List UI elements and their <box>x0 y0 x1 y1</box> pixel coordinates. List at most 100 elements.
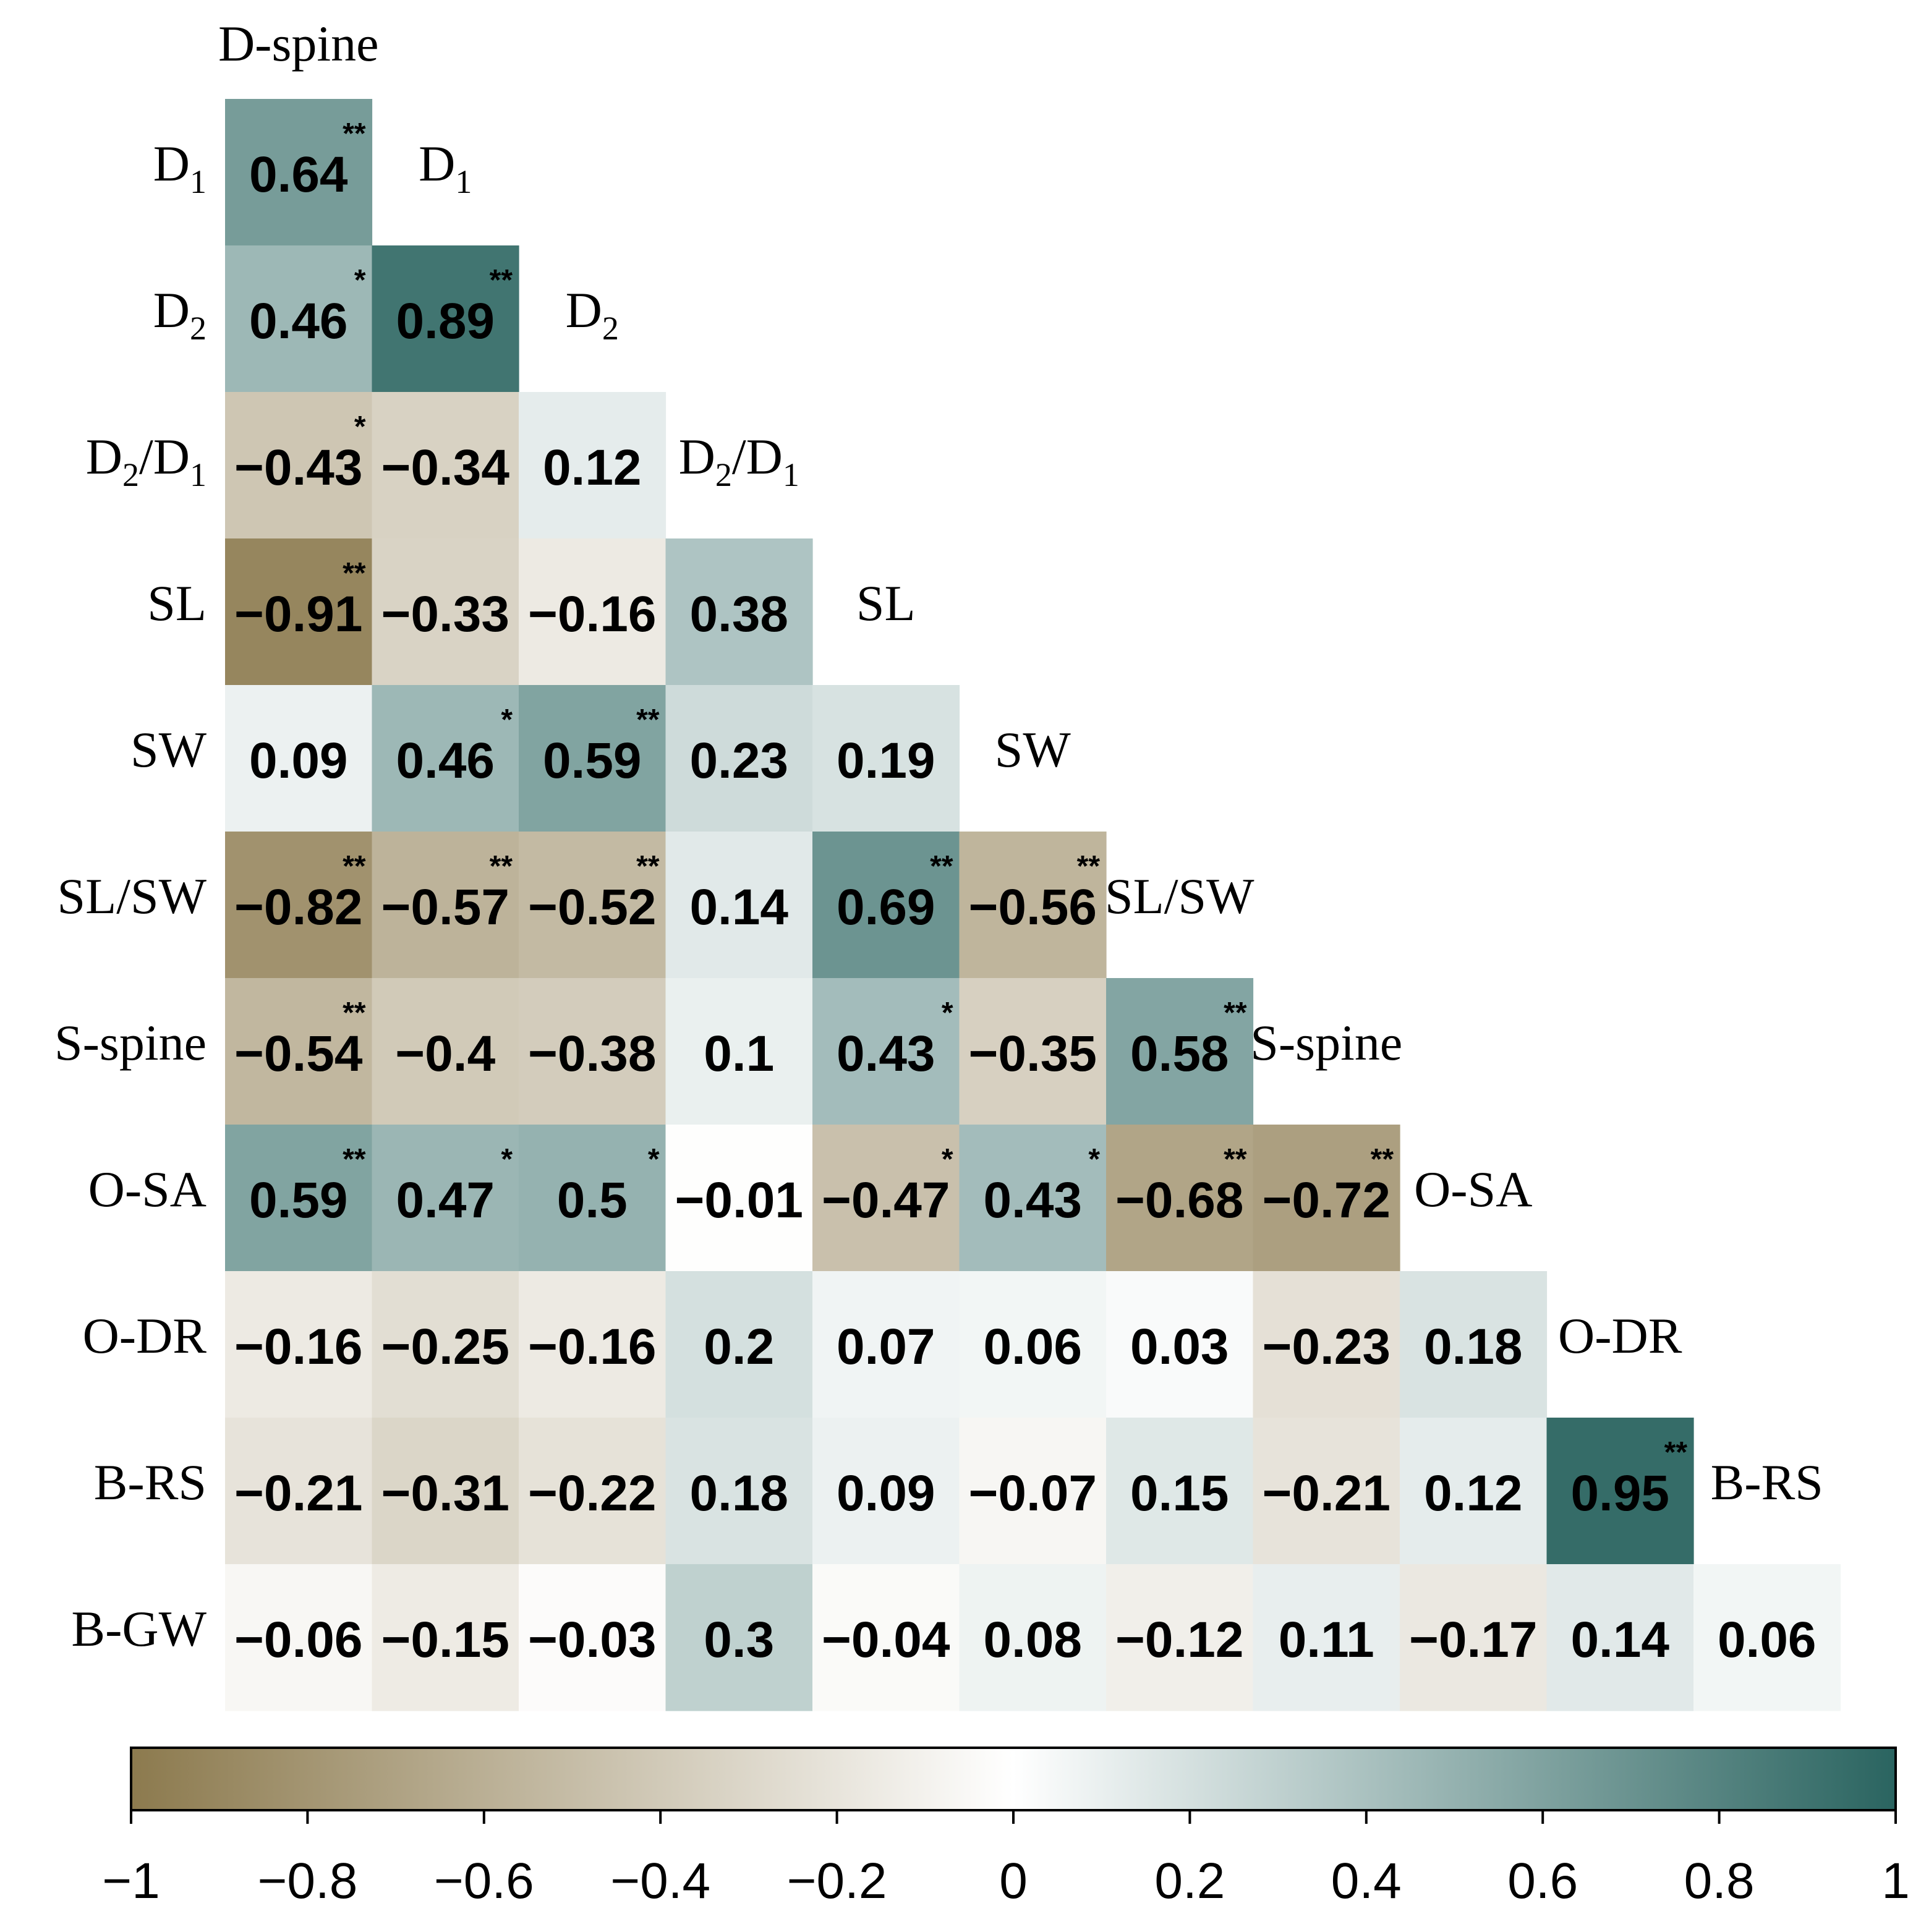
cell-value: 0.64 <box>249 147 348 203</box>
cell-value: −0.21 <box>1263 1465 1391 1521</box>
heatmap-cell <box>812 832 960 979</box>
heatmap-cell <box>665 1564 813 1711</box>
heatmap-cell <box>372 978 519 1125</box>
cell-value: −0.4 <box>395 1026 495 1082</box>
colorbar: −1 −0.8 −0.6 −0.4 −0.2 0 0.2 0.4 0.6 0.8 1 <box>102 1747 1910 1909</box>
cell-value: 0.08 <box>983 1612 1082 1668</box>
heatmap-cell <box>1400 1564 1548 1711</box>
significance-marker: * <box>501 1143 513 1176</box>
significance-marker: ** <box>343 850 366 883</box>
heatmap-cell <box>1106 1271 1254 1418</box>
cell-value: 0.19 <box>837 733 935 789</box>
cell-value: −0.68 <box>1115 1172 1243 1228</box>
heatmap-cell <box>225 1564 373 1711</box>
cell-value: −0.12 <box>1115 1612 1243 1668</box>
heatmap-cell <box>372 832 519 979</box>
heatmap-cells <box>225 99 1841 1711</box>
diagonal-label: SL/SW <box>1105 868 1254 924</box>
cell-value: −0.35 <box>969 1026 1097 1082</box>
heatmap-cell <box>1106 1418 1254 1565</box>
row-label: SW <box>130 721 207 778</box>
diagonal-label: S-spine <box>1250 1015 1402 1071</box>
heatmap-cell <box>1106 1125 1254 1272</box>
heatmap-cell <box>812 1418 960 1565</box>
cell-value: −0.22 <box>528 1465 656 1521</box>
row-label: B-RS <box>94 1454 207 1510</box>
heatmap-cell <box>1106 978 1254 1125</box>
heatmap-cell <box>959 832 1107 979</box>
significance-marker: ** <box>1371 1143 1394 1176</box>
cell-value: −0.23 <box>1263 1319 1391 1375</box>
heatmap-cell <box>225 99 373 246</box>
diagonal-label: SL <box>856 575 916 631</box>
heatmap-cell <box>225 1125 373 1272</box>
cell-value: 0.47 <box>396 1172 495 1228</box>
colorbar-tick-label: 0.4 <box>1331 1853 1402 1909</box>
row-label: SL/SW <box>58 868 207 924</box>
heatmap-cell <box>225 392 373 539</box>
significance-marker: * <box>942 997 953 1029</box>
significance-marker: ** <box>636 850 660 883</box>
cell-value: −0.43 <box>234 440 362 496</box>
heatmap-cell <box>372 392 519 539</box>
cell-value: 0.12 <box>1424 1465 1523 1521</box>
diagonal-label: B-RS <box>1711 1454 1823 1510</box>
cell-value: 0.03 <box>1130 1319 1229 1375</box>
heatmap-cell <box>1546 1418 1694 1565</box>
significance-marker: ** <box>1224 997 1247 1029</box>
significance-marker: ** <box>343 1143 366 1176</box>
heatmap-cell <box>812 685 960 832</box>
significance-marker: * <box>354 411 366 443</box>
row-label: SL <box>147 575 207 631</box>
cell-value: 0.07 <box>837 1319 935 1375</box>
cell-value: 0.2 <box>704 1319 774 1375</box>
heatmap-cell <box>225 832 373 979</box>
cell-value: 0.09 <box>249 733 348 789</box>
heatmap-cell <box>959 978 1107 1125</box>
cell-value: 0.14 <box>689 879 788 935</box>
heatmap-cell <box>225 978 373 1125</box>
row-label: D2 <box>153 282 207 347</box>
row-label: O-SA <box>88 1161 207 1217</box>
heatmap-cell <box>519 1564 667 1711</box>
cell-value: −0.72 <box>1263 1172 1391 1228</box>
heatmap-cell <box>225 1418 373 1565</box>
significance-marker: * <box>354 264 366 297</box>
cell-value: 0.43 <box>837 1026 935 1082</box>
heatmap-cell <box>959 1271 1107 1418</box>
heatmap-cell <box>1253 1125 1400 1272</box>
variable-labels: D1 D2 D2/D1 SL SW SL/SW S-spine O-SA O-DR B-RS B-G… <box>54 15 1823 1657</box>
diagonal-label: D1 <box>419 135 472 200</box>
heatmap-cell <box>519 1125 667 1272</box>
heatmap-cell <box>812 1271 960 1418</box>
cell-value: −0.21 <box>234 1465 362 1521</box>
heatmap-cell <box>372 245 519 393</box>
cell-value: −0.01 <box>675 1172 803 1228</box>
row-label: O-DR <box>83 1308 207 1364</box>
heatmap-cell <box>519 832 667 979</box>
cell-value: −0.03 <box>528 1612 656 1668</box>
colorbar-tick-label: 1 <box>1881 1853 1910 1909</box>
colorbar-tick-label: −0.8 <box>257 1853 357 1909</box>
heatmap-cell <box>959 1125 1107 1272</box>
heatmap-cell <box>519 538 667 686</box>
heatmap-cell <box>959 1418 1107 1565</box>
cell-value: −0.82 <box>234 879 362 935</box>
heatmap-cell <box>1253 1564 1400 1711</box>
heatmap-cell <box>665 1271 813 1418</box>
diagonal-label: SW <box>995 721 1071 778</box>
cell-value: −0.57 <box>381 879 509 935</box>
heatmap-cell <box>372 1271 519 1418</box>
heatmap-cell <box>372 1125 519 1272</box>
cell-value: 0.06 <box>1718 1612 1817 1668</box>
cell-value: −0.47 <box>822 1172 950 1228</box>
heatmap-cell <box>519 978 667 1125</box>
cell-value: −0.16 <box>528 586 656 642</box>
cell-value: −0.16 <box>528 1319 656 1375</box>
heatmap-cell <box>225 538 373 686</box>
row-label: D1 <box>153 135 207 200</box>
heatmap-cell <box>225 245 373 393</box>
diagonal-label: O-DR <box>1558 1308 1682 1364</box>
diagonal-label: D2 <box>566 282 619 347</box>
colorbar-gradient <box>130 1747 1897 1811</box>
